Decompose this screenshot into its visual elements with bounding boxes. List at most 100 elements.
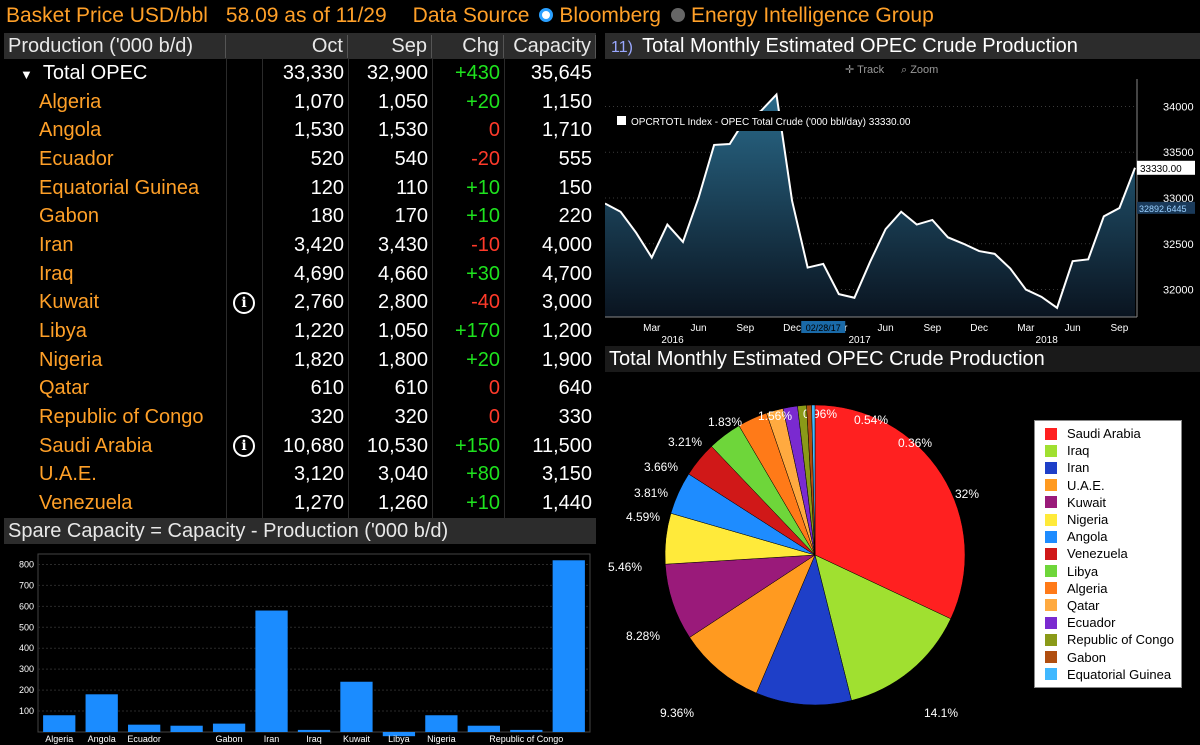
table-row[interactable]: Equatorial Guinea 120 110 +10 150 xyxy=(4,174,596,203)
y-tick-label: 32500 xyxy=(1163,239,1194,251)
x-month-label: Sep xyxy=(923,323,941,334)
bar[interactable] xyxy=(212,723,246,732)
legend-swatch xyxy=(1045,668,1057,681)
radio-bloomberg[interactable] xyxy=(539,7,554,22)
legend-swatch xyxy=(1045,547,1057,560)
row-name[interactable]: Iraq xyxy=(4,263,226,286)
row-name[interactable]: Republic of Congo xyxy=(4,406,226,429)
row-name[interactable]: Algeria xyxy=(4,91,226,114)
y-tick-label: 600 xyxy=(19,601,34,611)
zoom-button[interactable]: ⌕ Zoom xyxy=(901,64,938,76)
row-name[interactable]: Qatar xyxy=(4,377,226,400)
production-line-chart[interactable]: 3200032500330003350034000MarJunSepDecMar… xyxy=(604,59,1200,346)
collapse-caret-icon[interactable]: ▼ xyxy=(20,66,33,82)
track-button[interactable]: ✛ Track xyxy=(845,64,885,76)
row-name-text: Ecuador xyxy=(39,147,114,170)
table-row[interactable]: Kuwait i 2,760 2,800 -40 3,000 xyxy=(4,289,596,318)
table-row[interactable]: Nigeria 1,820 1,800 +20 1,900 xyxy=(4,346,596,375)
table-row[interactable]: Venezuela 1,270 1,260 +10 1,440 xyxy=(4,489,596,518)
radio-energy-intelligence-label[interactable]: Energy Intelligence Group xyxy=(690,4,934,27)
pie-value-label: 32% xyxy=(955,487,979,501)
x-tick-label: Algeria xyxy=(45,734,73,744)
total-row[interactable]: ▼ Total OPEC 33,330 32,900 +430 35,645 xyxy=(4,59,596,88)
table-row[interactable]: Qatar 610 610 0 640 xyxy=(4,375,596,404)
bar[interactable] xyxy=(382,732,416,737)
table-row[interactable]: Gabon 180 170 +10 220 xyxy=(4,202,596,231)
line-chart-title-bar: 11) Total Monthly Estimated OPEC Crude P… xyxy=(605,33,1200,59)
legend-swatch xyxy=(1045,479,1057,492)
pie-slice[interactable] xyxy=(756,554,852,706)
radio-energy-intelligence[interactable] xyxy=(670,7,685,22)
table-row[interactable]: Algeria 1,070 1,050 +20 1,150 xyxy=(4,88,596,117)
row-name[interactable]: Venezuela xyxy=(4,492,226,515)
sep-value: 320 xyxy=(394,406,428,429)
x-year-label: 2018 xyxy=(1036,335,1059,345)
bar[interactable] xyxy=(43,715,76,732)
legend-label: Angola xyxy=(1067,529,1108,545)
pie-chart-title: Total Monthly Estimated OPEC Crude Produ… xyxy=(605,346,1200,372)
table-row[interactable]: Republic of Congo 320 320 0 330 xyxy=(4,403,596,432)
header-sep[interactable]: Sep xyxy=(348,34,432,58)
bar[interactable] xyxy=(297,729,331,732)
table-row[interactable]: Ecuador 520 540 -20 555 xyxy=(4,145,596,174)
pie-slice[interactable] xyxy=(814,554,952,701)
row-name[interactable]: Equatorial Guinea xyxy=(4,177,226,200)
bar[interactable] xyxy=(85,694,118,732)
pie-value-label: 5.46% xyxy=(608,560,642,574)
row-name[interactable]: Gabon xyxy=(4,205,226,228)
pie-slice[interactable] xyxy=(689,554,816,694)
bar[interactable] xyxy=(467,725,500,732)
header-chg[interactable]: Chg xyxy=(432,34,504,58)
table-row[interactable]: U.A.E. 3,120 3,040 +80 3,150 xyxy=(4,461,596,490)
row-name[interactable]: Ecuador xyxy=(4,148,226,171)
table-row[interactable]: Iraq 4,690 4,660 +30 4,700 xyxy=(4,260,596,289)
legend-swatch xyxy=(1045,616,1057,629)
x-month-label: Dec xyxy=(970,323,988,334)
capacity-value: 11,500 xyxy=(532,434,592,457)
series-line[interactable] xyxy=(604,92,1136,310)
row-name[interactable]: Angola xyxy=(4,119,226,142)
row-name[interactable]: Nigeria xyxy=(4,349,226,372)
line-legend-box xyxy=(611,111,971,131)
legend-swatch xyxy=(1045,633,1057,646)
sep-value: 4,660 xyxy=(377,262,428,285)
row-name[interactable]: Saudi Arabia xyxy=(4,435,226,458)
bar[interactable] xyxy=(170,725,203,732)
table-row[interactable]: Libya 1,220 1,050 +170 1,200 xyxy=(4,317,596,346)
info-icon[interactable]: i xyxy=(233,291,255,314)
row-name[interactable]: ▼ Total OPEC xyxy=(4,62,226,85)
pie-value-label: 9.36% xyxy=(660,706,694,720)
bar[interactable] xyxy=(128,724,161,732)
header-oct[interactable]: Oct xyxy=(262,34,348,58)
header-capacity[interactable]: Capacity xyxy=(504,34,596,58)
header-production[interactable]: Production ('000 b/d) xyxy=(4,34,226,58)
row-name[interactable]: Iran xyxy=(4,234,226,257)
bar[interactable] xyxy=(425,715,458,732)
oct-value: 2,760 xyxy=(293,291,344,314)
table-row[interactable]: Saudi Arabia i 10,680 10,530 +150 11,500 xyxy=(4,432,596,461)
chg-value: 0 xyxy=(488,406,500,429)
row-name[interactable]: Libya xyxy=(4,320,226,343)
bar[interactable] xyxy=(552,560,585,732)
legend-label: Iran xyxy=(1067,460,1090,476)
table-row[interactable]: Iran 3,420 3,430 -10 4,000 xyxy=(4,231,596,260)
bar[interactable] xyxy=(510,729,543,732)
bar[interactable] xyxy=(340,681,373,732)
table-row[interactable]: Angola 1,530 1,530 0 1,710 xyxy=(4,116,596,145)
info-icon[interactable]: i xyxy=(233,435,255,458)
legend-item: Kuwait xyxy=(1035,494,1181,511)
pie-slice[interactable] xyxy=(814,404,966,620)
pie-slice[interactable] xyxy=(811,404,816,556)
radio-bloomberg-label[interactable]: Bloomberg xyxy=(559,4,661,27)
row-name[interactable]: U.A.E. xyxy=(4,463,226,486)
pie-value-label: 3.81% xyxy=(634,486,668,500)
row-name-text: Venezuela xyxy=(39,492,133,515)
capacity-value: 1,200 xyxy=(541,320,592,343)
row-name[interactable]: Kuwait xyxy=(4,291,226,314)
legend-item: Iraq xyxy=(1035,442,1181,459)
legend-item: Venezuela xyxy=(1035,545,1181,562)
x-month-label: Sep xyxy=(736,323,754,334)
pie-value-label: 1.56% xyxy=(758,409,792,423)
bar[interactable] xyxy=(255,610,288,732)
x-tick-label: Angola xyxy=(88,734,116,744)
